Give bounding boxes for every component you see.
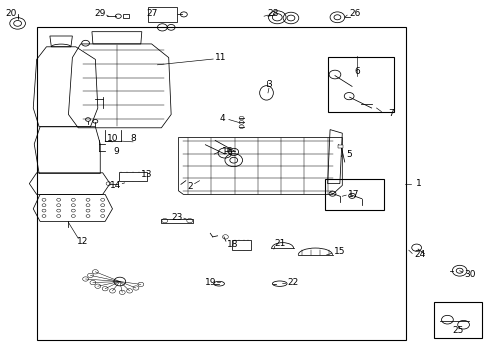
Text: 13: 13 [141,171,152,180]
Bar [123,14,129,18]
Text: 27: 27 [145,9,157,18]
Text: 28: 28 [266,9,278,18]
Bar [161,219,193,223]
Text: 11: 11 [215,53,226,62]
Bar [325,179,383,210]
Text: 19: 19 [204,278,216,287]
Text: 18: 18 [226,240,238,248]
Text: 3: 3 [265,80,271,89]
Text: 12: 12 [77,237,89,246]
Text: 26: 26 [348,9,360,18]
Bar [37,27,405,340]
Bar [433,302,481,338]
Text: 22: 22 [287,278,299,287]
Text: 4: 4 [219,114,225,123]
Text: 30: 30 [464,270,475,279]
Text: 9: 9 [113,147,119,156]
Text: 15: 15 [333,248,345,256]
Text: 20: 20 [5,9,17,18]
Text: 21: 21 [273,239,285,248]
Bar [231,240,251,250]
Text: 16: 16 [221,147,233,156]
Text: 2: 2 [186,182,192,191]
Text: 7: 7 [387,109,393,118]
Text: 29: 29 [94,9,106,18]
Text: 5: 5 [346,150,351,159]
Text: 24: 24 [413,251,425,259]
Text: 17: 17 [347,190,359,199]
Text: 8: 8 [130,134,136,143]
Text: 6: 6 [353,68,359,77]
Bar [327,57,393,112]
Text: 10: 10 [106,134,118,143]
Text: 14: 14 [109,181,121,190]
Bar [338,145,343,148]
Text: 25: 25 [451,326,463,335]
Bar [119,172,147,181]
Text: 23: 23 [171,212,183,221]
Text: 1: 1 [415,179,421,188]
Bar [147,7,177,22]
